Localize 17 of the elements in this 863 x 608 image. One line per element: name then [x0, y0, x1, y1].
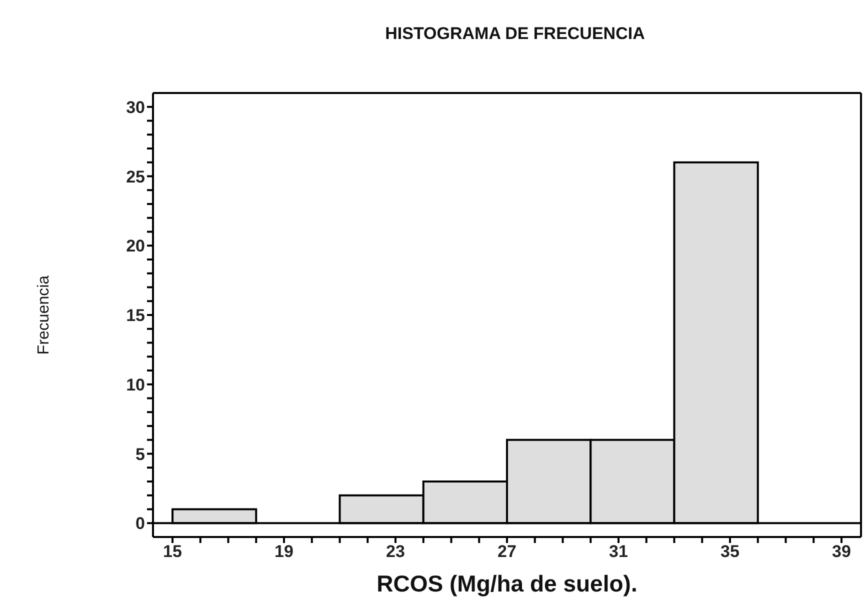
y-axis-title: Frecuencia — [36, 275, 53, 355]
y-tick-label: 30 — [126, 98, 145, 117]
x-tick-label: 15 — [163, 542, 182, 562]
x-tick-label: 27 — [498, 542, 516, 562]
y-tick-label: 15 — [126, 306, 145, 326]
x-tick-label: 19 — [274, 542, 294, 562]
x-tick-label: 35 — [720, 542, 740, 562]
y-tick-label: 5 — [136, 444, 145, 464]
y-tick-label: 0 — [136, 514, 145, 534]
x-tick-label: 23 — [386, 542, 405, 562]
y-tick-label: 10 — [126, 375, 145, 394]
x-tick-label: 31 — [609, 542, 628, 562]
x-axis-title: RCOS (Mg/ha de suelo). — [376, 570, 638, 596]
y-tick-label: 20 — [126, 236, 145, 256]
x-tick-label: 39 — [832, 542, 851, 562]
y-tick-label: 25 — [126, 167, 145, 186]
chart-title: HISTOGRAMA DE FRECUENCIA — [384, 24, 646, 44]
